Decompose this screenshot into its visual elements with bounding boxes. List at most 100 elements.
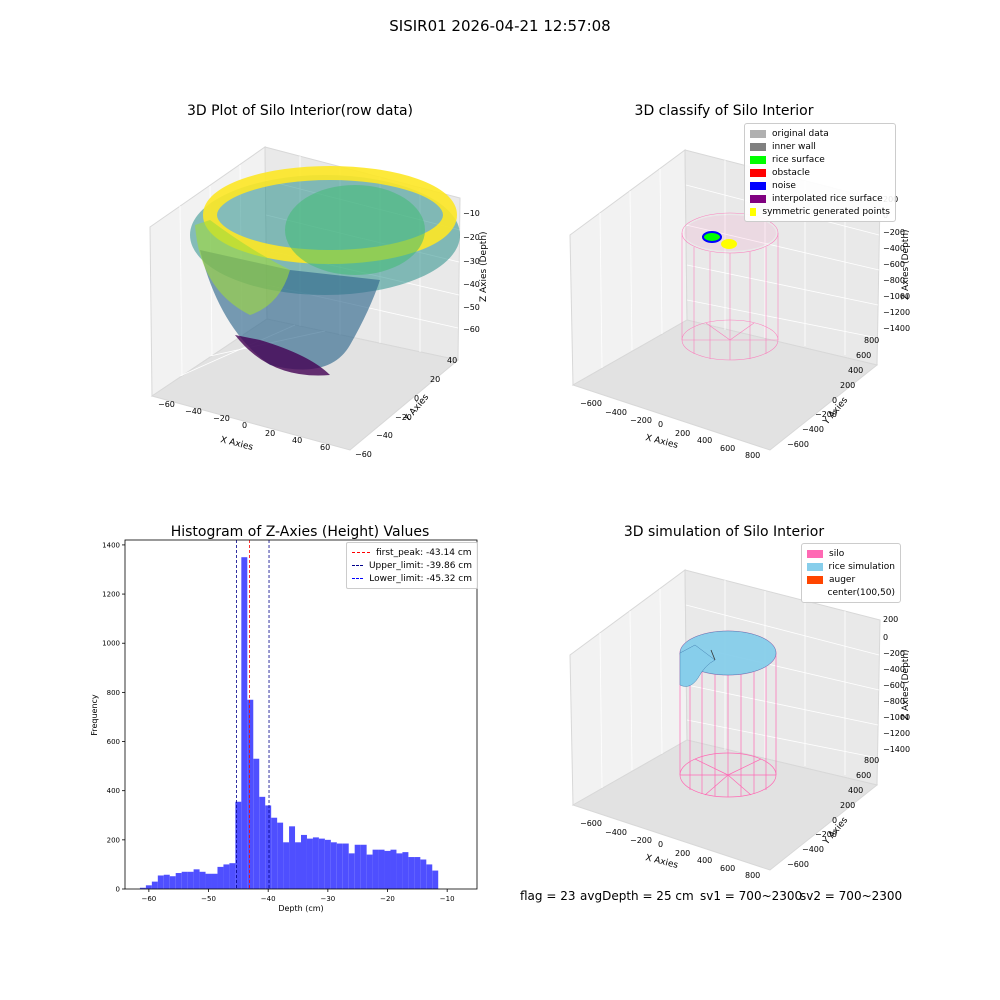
svg-text:600: 600 xyxy=(856,771,871,780)
raw-x-label: X Axies xyxy=(219,435,254,453)
svg-text:−30: −30 xyxy=(463,257,480,266)
svg-text:−50: −50 xyxy=(463,303,480,312)
y-tick-label: 1400 xyxy=(102,541,120,549)
svg-text:Z Axies (Depth): Z Axies (Depth) xyxy=(901,649,910,720)
svg-text:600: 600 xyxy=(856,351,871,360)
svg-text:−200: −200 xyxy=(630,836,652,845)
svg-text:−1200: −1200 xyxy=(883,308,910,317)
svg-text:800: 800 xyxy=(745,871,760,880)
histogram-bar xyxy=(157,875,164,889)
svg-text:−20: −20 xyxy=(213,414,230,423)
histogram-legend: first_peak: -43.14 cm Upper_limit: -39.8… xyxy=(346,542,478,589)
svg-text:X Axies: X Axies xyxy=(644,433,679,451)
y-tick-label: 200 xyxy=(107,836,120,844)
histogram-bar xyxy=(348,853,355,889)
flag-value: flag = 23 xyxy=(520,889,576,903)
svg-text:−40: −40 xyxy=(376,431,393,440)
x-tick-label: −50 xyxy=(201,895,216,903)
histogram-bar xyxy=(151,881,158,889)
histogram-bars xyxy=(139,557,439,889)
histogram-bar xyxy=(169,876,176,889)
raw-z-label: Z Axies (Depth) xyxy=(479,231,489,302)
y-tick-label: 0 xyxy=(116,886,120,894)
sv2-value: sv2 = 700~2300 xyxy=(800,889,903,903)
svg-text:0: 0 xyxy=(658,420,663,429)
histogram-bar xyxy=(420,859,427,889)
svg-text:−1000: −1000 xyxy=(883,713,910,722)
raw-surface-bottom xyxy=(235,335,330,376)
svg-text:−200: −200 xyxy=(630,416,652,425)
svg-text:−200: −200 xyxy=(815,830,837,839)
svg-text:200: 200 xyxy=(840,381,855,390)
svg-text:−400: −400 xyxy=(605,408,627,417)
figure-title: SISIR01 2026-04-21 12:57:08 xyxy=(389,17,611,35)
histogram-bar xyxy=(360,844,367,889)
svg-text:X Axies: X Axies xyxy=(644,853,679,871)
svg-text:600: 600 xyxy=(720,864,735,873)
simulation-plot-title: 3D simulation of Silo Interior xyxy=(623,524,825,540)
simulation-auger xyxy=(710,649,716,661)
histogram-bar xyxy=(390,849,397,889)
svg-text:−60: −60 xyxy=(463,325,480,334)
histogram-bar xyxy=(199,871,206,889)
svg-text:−600: −600 xyxy=(883,681,905,690)
x-tick-label: −60 xyxy=(141,895,156,903)
histogram-vlines xyxy=(236,540,270,889)
svg-text:0: 0 xyxy=(242,421,247,430)
avg-depth-value: avgDepth = 25 cm xyxy=(580,889,694,903)
y-tick-label: 1200 xyxy=(102,591,120,599)
y-tick-label: 600 xyxy=(107,738,120,746)
svg-text:400: 400 xyxy=(697,856,712,865)
histogram-bar xyxy=(426,864,433,889)
histogram-bar xyxy=(235,801,242,889)
raw-z-ticks: −10 −20 −30 −40 −50 −60 xyxy=(463,209,480,334)
histogram-bar xyxy=(181,871,188,889)
histogram-bar xyxy=(211,873,218,889)
histogram-bar xyxy=(432,870,439,889)
x-tick-label: −30 xyxy=(320,895,335,903)
svg-text:200: 200 xyxy=(883,615,898,624)
svg-text:Z Axies (Depth): Z Axies (Depth) xyxy=(901,229,910,300)
histogram-bar xyxy=(324,839,331,889)
histogram-bar xyxy=(396,853,403,889)
histogram-bar xyxy=(330,842,337,889)
svg-text:−600: −600 xyxy=(580,819,602,828)
svg-text:−200: −200 xyxy=(883,649,905,658)
svg-text:40: 40 xyxy=(447,356,457,365)
histogram-bar xyxy=(163,874,170,889)
raw-plot-title: 3D Plot of Silo Interior(row data) xyxy=(186,103,414,119)
svg-text:−600: −600 xyxy=(580,399,602,408)
svg-text:−20: −20 xyxy=(395,413,412,422)
simulation-3d-plot: −600 −400 −200 0 200 400 600 800 −600 −4… xyxy=(569,569,910,880)
svg-text:200: 200 xyxy=(675,429,690,438)
svg-text:800: 800 xyxy=(745,451,760,460)
histogram-bar xyxy=(336,843,343,889)
x-tick-label: −10 xyxy=(440,895,455,903)
histogram-bar xyxy=(295,842,301,889)
histogram-bar xyxy=(384,850,391,889)
histogram-bar xyxy=(193,869,200,889)
histogram-bar xyxy=(259,796,266,889)
svg-text:0: 0 xyxy=(832,396,837,405)
histogram-x-ticks: −60 −50 −40 −30 −20 −10 xyxy=(141,889,455,903)
histogram-bar xyxy=(145,885,152,889)
histogram-y-ticks: 0 200 400 600 800 1000 1200 1400 xyxy=(102,541,125,894)
histogram-bar xyxy=(175,873,182,889)
y-tick-label: 400 xyxy=(107,787,120,795)
svg-text:800: 800 xyxy=(864,756,879,765)
svg-text:−60: −60 xyxy=(158,400,175,409)
svg-text:0: 0 xyxy=(414,394,419,403)
classify-rice-surface-blob xyxy=(702,231,722,243)
svg-text:−400: −400 xyxy=(802,425,824,434)
histogram-bar xyxy=(205,873,212,889)
histogram-bar xyxy=(378,849,385,889)
svg-text:−40: −40 xyxy=(463,280,480,289)
svg-text:−40: −40 xyxy=(185,407,202,416)
svg-text:−1200: −1200 xyxy=(883,729,910,738)
svg-text:−400: −400 xyxy=(802,845,824,854)
svg-text:600: 600 xyxy=(720,444,735,453)
y-tick-label: 1000 xyxy=(102,640,120,648)
histogram-bar xyxy=(277,822,284,889)
svg-text:0: 0 xyxy=(832,816,837,825)
raw-x-ticks: −60 −40 −20 0 20 40 60 xyxy=(158,400,330,452)
